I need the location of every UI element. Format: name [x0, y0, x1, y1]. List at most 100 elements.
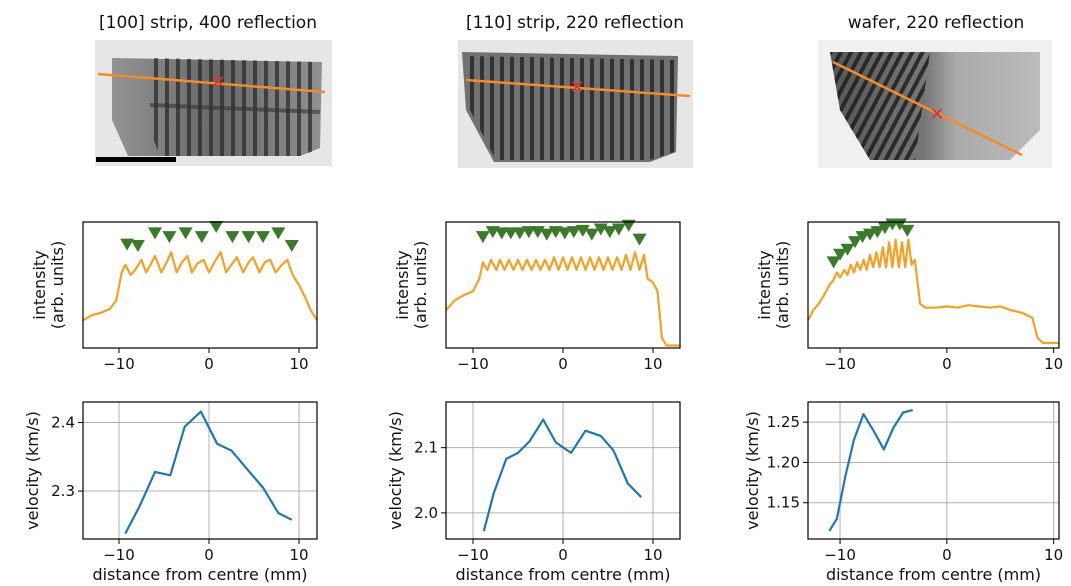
x-tick-label: 10: [289, 355, 308, 373]
center-marker: ✕: [929, 104, 944, 125]
probe-line: [832, 60, 1023, 157]
x-tick-label: −10: [824, 355, 856, 373]
center-marker: ✕: [569, 77, 584, 98]
x-tick-label: −10: [824, 546, 856, 564]
peak-marker: [178, 227, 193, 240]
y-tick-label: 1.15: [767, 494, 800, 512]
peak-marker: [557, 227, 572, 240]
intensity-line: [445, 251, 680, 347]
panel-title-110-strip: [110] strip, 220 reflection: [466, 13, 684, 33]
intensity-line: [82, 251, 318, 322]
peak-marker: [284, 239, 299, 252]
axes-frame: [807, 401, 1060, 540]
y-axis-label-line: velocity (km/s): [23, 411, 42, 530]
x-tick-label: 10: [1044, 546, 1063, 564]
peak-marker: [512, 227, 527, 240]
y-axis-label-line: (arb. units): [411, 241, 430, 330]
y-axis-label-line: intensity: [755, 250, 774, 319]
y-tick-label: 1.20: [767, 453, 800, 471]
peak-marker: [575, 224, 590, 237]
y-tick-label: 2.1: [414, 439, 438, 457]
topograph-wafer: ✕: [818, 40, 1052, 168]
center-marker: ✕: [210, 72, 225, 93]
y-axis-label: velocity (km/s): [23, 411, 42, 530]
x-axis-label: distance from centre (mm): [92, 565, 307, 584]
peak-marker: [900, 224, 915, 237]
panel-title-wafer: wafer, 220 reflection: [848, 13, 1025, 33]
peak-marker: [855, 231, 870, 244]
y-axis-label-line: (arb. units): [48, 241, 67, 330]
peak-marker: [833, 248, 848, 261]
peak-marker: [209, 221, 224, 234]
y-axis-label: intensity(arb. units): [30, 241, 67, 330]
x-tick-label: 0: [558, 546, 568, 564]
peak-marker: [632, 233, 647, 246]
x-tick-label: 10: [643, 546, 662, 564]
y-axis-label-line: intensity: [30, 250, 49, 319]
x-tick-label: 0: [204, 546, 214, 564]
y-axis-label: intensity(arb. units): [755, 241, 792, 330]
panel-title-100-strip: [100] strip, 400 reflection: [99, 13, 317, 33]
peak-marker: [130, 239, 145, 252]
peak-marker: [566, 226, 581, 239]
peak-marker: [611, 223, 626, 236]
axes-frame: [82, 401, 318, 540]
y-tick-label: 2.0: [414, 504, 438, 522]
chart-6: −10 0 10 1.15 1.20 1.25 velocity (km/s) distanc…: [743, 401, 1063, 584]
peak-marker: [539, 228, 554, 241]
peak-marker: [148, 227, 162, 240]
x-tick-label: 10: [643, 355, 662, 373]
x-tick-label: −10: [103, 355, 135, 373]
peak-marker: [225, 231, 240, 244]
y-axis-label-line: intensity: [393, 250, 412, 319]
y-tick-label: 2.3: [51, 482, 75, 500]
y-axis-label: velocity (km/s): [386, 411, 405, 530]
chart-3: −10 0 10 intensity(arb. units): [755, 218, 1063, 373]
velocity-line: [482, 418, 643, 532]
peak-marker: [602, 226, 617, 239]
x-axis-label: distance from centre (mm): [455, 565, 670, 584]
peak-marker: [870, 226, 885, 239]
x-tick-label: 10: [1044, 355, 1063, 373]
chart-5: −10 0 10 2.0 2.1 velocity (km/s) distance from…: [386, 401, 681, 584]
peak-marker: [162, 231, 177, 244]
axes-frame: [82, 221, 318, 349]
chart-2: −10 0 10 intensity(arb. units): [393, 219, 681, 373]
peak-marker: [241, 231, 256, 244]
velocity-line: [124, 410, 293, 535]
y-axis-label: velocity (km/s): [743, 411, 762, 530]
x-tick-label: 10: [289, 546, 308, 564]
intensity-line: [807, 238, 1059, 345]
y-axis-label-line: velocity (km/s): [386, 411, 405, 530]
topograph-110-strip: ✕: [458, 40, 693, 168]
peak-marker: [521, 226, 536, 239]
x-tick-label: 0: [204, 355, 214, 373]
peak-marker: [256, 231, 270, 244]
peak-marker: [503, 227, 518, 240]
peak-marker: [826, 256, 841, 269]
peak-marker: [847, 236, 862, 249]
x-tick-label: −10: [103, 546, 135, 564]
chart-4: −10 0 10 2.3 2.4 velocity (km/s) distance from…: [23, 401, 318, 584]
scale-bar: [96, 157, 176, 162]
peak-marker: [271, 227, 286, 240]
y-axis-label-line: (arb. units): [773, 241, 792, 330]
x-tick-label: 0: [942, 546, 952, 564]
topograph-100-strip: ✕: [95, 40, 332, 166]
axes-frame: [807, 221, 1060, 349]
x-tick-label: 0: [558, 355, 568, 373]
probe-line: [97, 72, 326, 94]
y-axis-label-line: velocity (km/s): [743, 411, 762, 530]
y-axis-label: intensity(arb. units): [393, 241, 430, 330]
y-tick-label: 2.4: [51, 414, 75, 432]
peak-marker: [584, 228, 599, 241]
probe-line: [465, 78, 691, 98]
peak-marker: [475, 231, 490, 244]
peak-marker: [120, 238, 135, 251]
peak-marker: [877, 222, 892, 235]
chart-1: −10 0 10 intensity(arb. units): [30, 221, 318, 373]
peak-marker: [194, 231, 209, 244]
x-tick-label: 0: [942, 355, 952, 373]
x-tick-label: −10: [457, 355, 489, 373]
